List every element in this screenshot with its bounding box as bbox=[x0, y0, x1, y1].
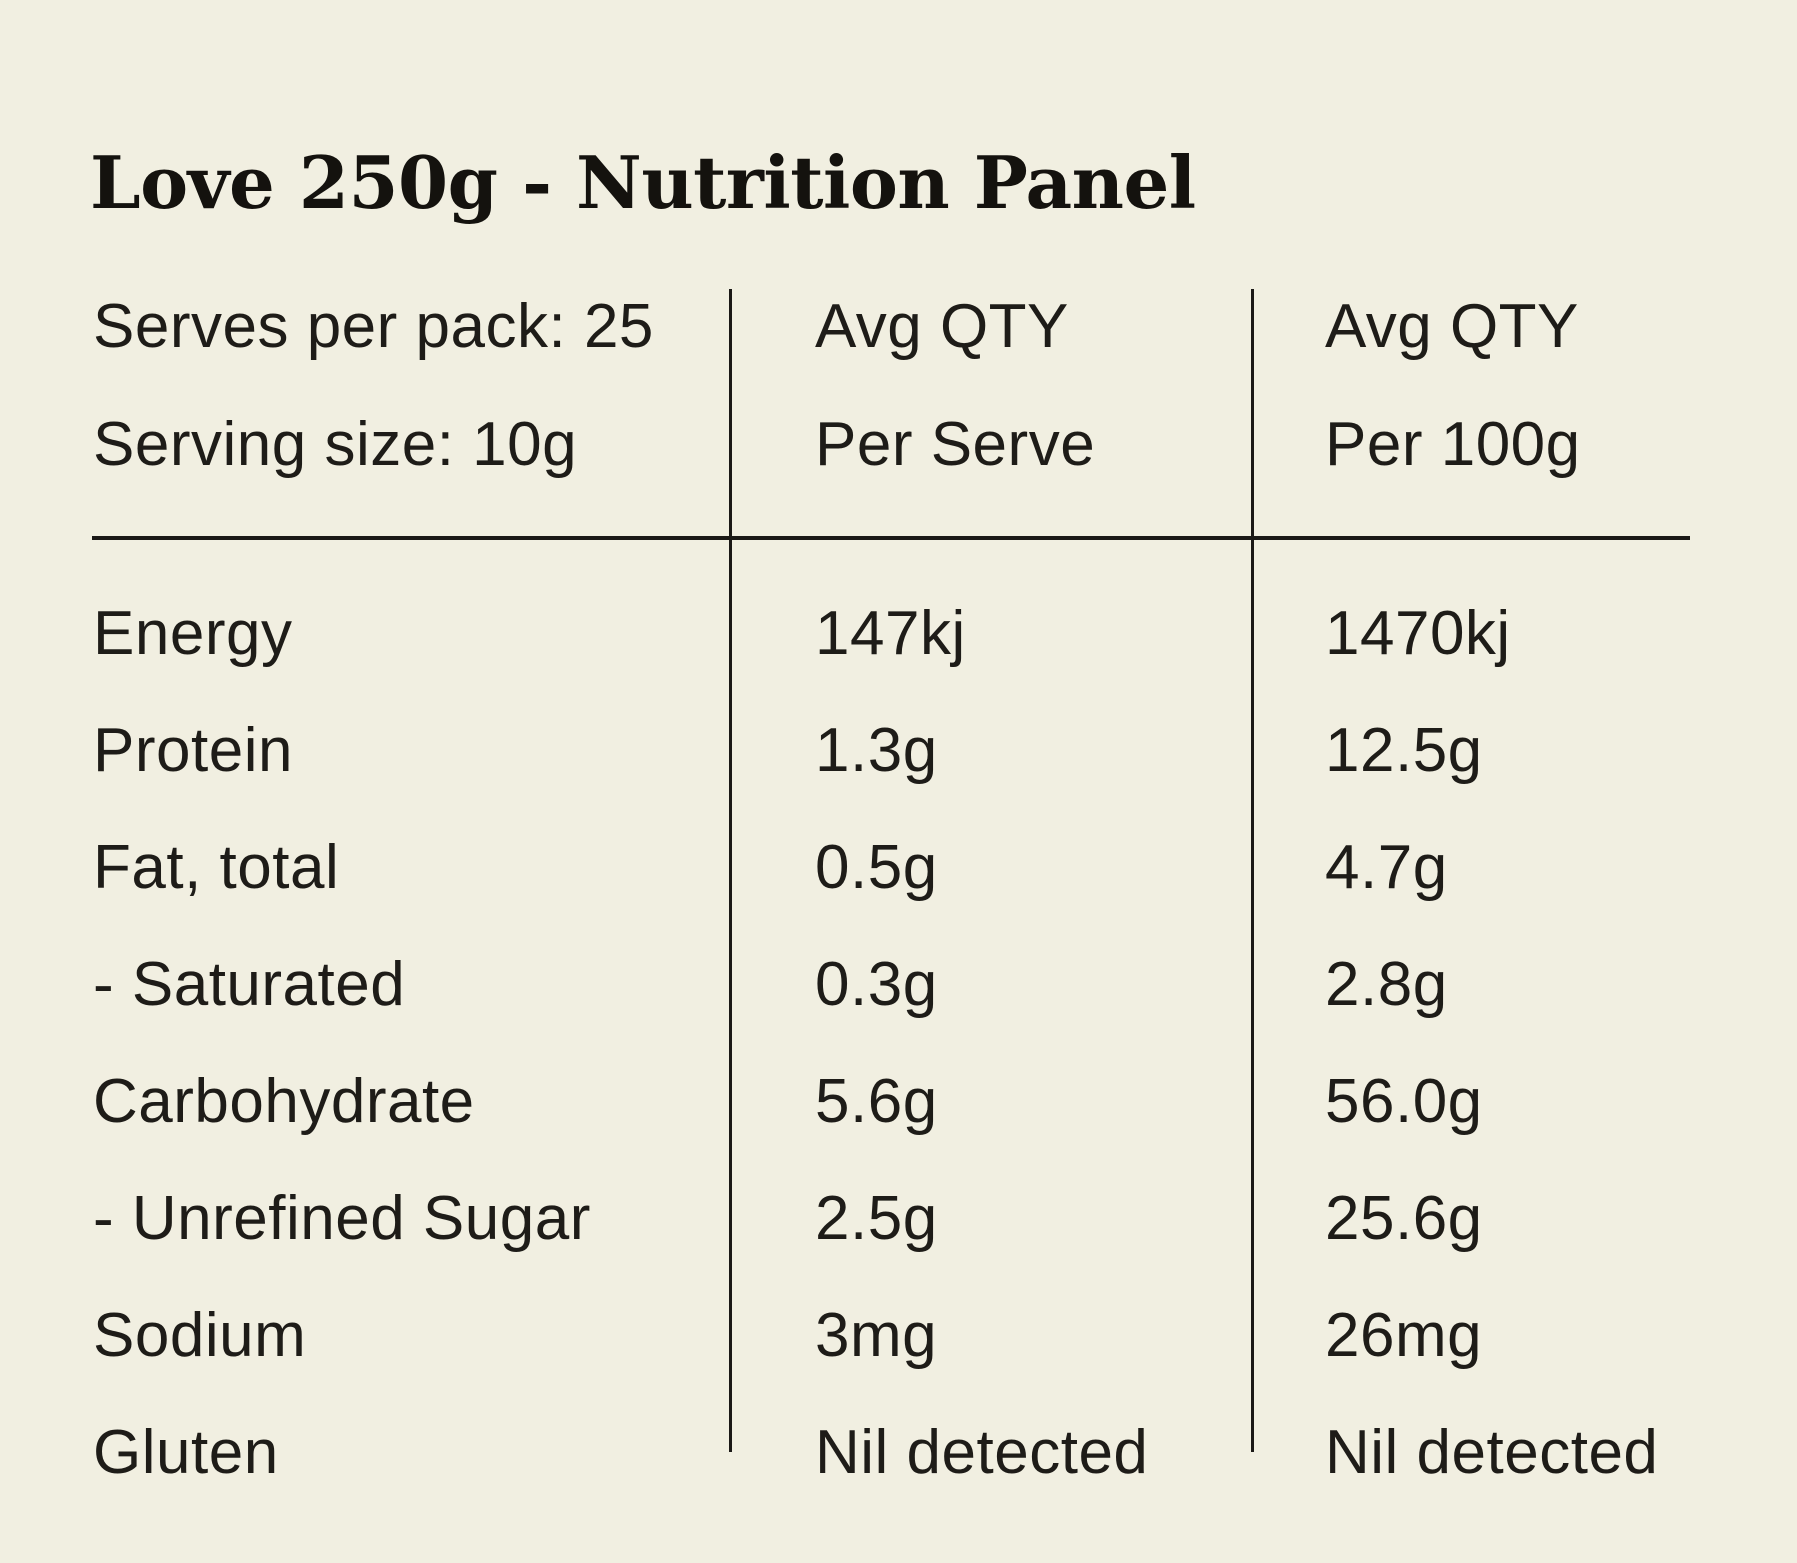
row-label-carbohydrate: Carbohydrate bbox=[93, 1067, 475, 1136]
row-value-saturated-per-100g: 2.8g bbox=[1325, 950, 1448, 1019]
row-value-sodium-per-100g: 26mg bbox=[1325, 1301, 1483, 1370]
row-value-sodium-per-serve: 3mg bbox=[815, 1301, 938, 1370]
per-serve-header-line1: Avg QTY bbox=[815, 292, 1069, 361]
per-100g-header-line1: Avg QTY bbox=[1325, 292, 1579, 361]
page-title: Love 250g - Nutrition Panel bbox=[90, 140, 1196, 226]
row-value-unrefined-sugar-per-100g: 25.6g bbox=[1325, 1184, 1483, 1253]
row-value-unrefined-sugar-per-serve: 2.5g bbox=[815, 1184, 938, 1253]
row-value-energy-per-serve: 147kj bbox=[815, 599, 966, 668]
nutrition-table: Serves per pack: 25 Avg QTY Avg QTY Serv… bbox=[93, 294, 1706, 1537]
header-rule bbox=[92, 536, 1690, 540]
row-label-gluten: Gluten bbox=[93, 1418, 279, 1487]
row-value-gluten-per-100g: Nil detected bbox=[1325, 1418, 1659, 1487]
row-value-carbohydrate-per-100g: 56.0g bbox=[1325, 1067, 1483, 1136]
row-value-carbohydrate-per-serve: 5.6g bbox=[815, 1067, 938, 1136]
column-divider-1 bbox=[729, 289, 732, 1452]
row-label-protein: Protein bbox=[93, 716, 293, 785]
row-label-sodium: Sodium bbox=[93, 1301, 307, 1370]
serving-size-label: Serving size: 10g bbox=[93, 410, 578, 479]
per-serve-header-line2: Per Serve bbox=[815, 410, 1096, 479]
row-label-unrefined-sugar: - Unrefined Sugar bbox=[93, 1184, 591, 1253]
serves-per-pack-label: Serves per pack: 25 bbox=[93, 292, 654, 361]
row-value-saturated-per-serve: 0.3g bbox=[815, 950, 938, 1019]
row-label-fat-total: Fat, total bbox=[93, 833, 340, 902]
column-divider-2 bbox=[1251, 289, 1254, 1452]
row-value-protein-per-100g: 12.5g bbox=[1325, 716, 1483, 785]
row-value-fat-total-per-100g: 4.7g bbox=[1325, 833, 1448, 902]
row-value-fat-total-per-serve: 0.5g bbox=[815, 833, 938, 902]
row-value-protein-per-serve: 1.3g bbox=[815, 716, 938, 785]
per-100g-header-line2: Per 100g bbox=[1325, 410, 1581, 479]
row-value-gluten-per-serve: Nil detected bbox=[815, 1418, 1149, 1487]
row-label-energy: Energy bbox=[93, 599, 293, 668]
row-value-energy-per-100g: 1470kj bbox=[1325, 599, 1511, 668]
row-label-saturated: - Saturated bbox=[93, 950, 406, 1019]
